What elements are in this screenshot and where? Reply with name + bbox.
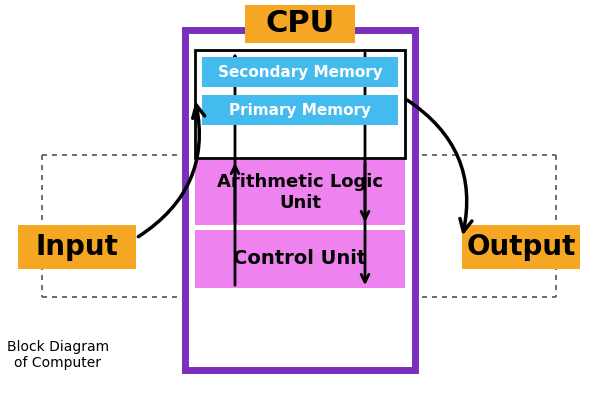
- FancyBboxPatch shape: [18, 225, 136, 269]
- FancyBboxPatch shape: [195, 50, 405, 158]
- FancyBboxPatch shape: [195, 230, 405, 288]
- Text: Primary Memory: Primary Memory: [229, 102, 371, 118]
- Text: Arithmetic Logic
Unit: Arithmetic Logic Unit: [217, 173, 383, 212]
- FancyBboxPatch shape: [202, 57, 398, 87]
- FancyBboxPatch shape: [185, 30, 415, 370]
- Text: Control Unit: Control Unit: [233, 250, 367, 268]
- Text: Output: Output: [466, 233, 575, 261]
- FancyBboxPatch shape: [202, 95, 398, 125]
- Text: Block Diagram
of Computer: Block Diagram of Computer: [7, 340, 109, 370]
- Text: Memory Unit: Memory Unit: [256, 60, 344, 74]
- FancyBboxPatch shape: [245, 5, 355, 43]
- Text: Input: Input: [35, 233, 118, 261]
- FancyBboxPatch shape: [195, 160, 405, 225]
- Text: Secondary Memory: Secondary Memory: [218, 64, 382, 80]
- Text: CPU: CPU: [265, 10, 335, 38]
- FancyBboxPatch shape: [462, 225, 580, 269]
